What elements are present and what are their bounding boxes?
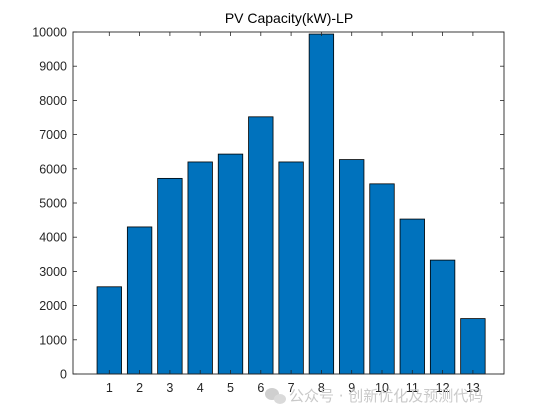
bar-3: [157, 177, 183, 375]
bar-9: [339, 159, 365, 375]
y-tick-label-3000: 3000: [39, 265, 67, 279]
bar-1: [96, 286, 122, 375]
bar-6: [248, 116, 274, 375]
x-tick-label-4: 4: [197, 381, 204, 395]
ticks-group: 0 1000 2000 3000 4000 5000 6000 7000 8000 9000 100…: [32, 26, 504, 395]
y-tick-label-2000: 2000: [39, 299, 67, 313]
x-tick-label-13: 13: [466, 381, 480, 395]
x-tick-label-8: 8: [318, 381, 325, 395]
bars-group: [96, 33, 486, 375]
bar-8: [308, 33, 335, 375]
watermark-text: 公众号 · 创新优化及预测代码: [289, 387, 483, 405]
y-tick-label-4000: 4000: [39, 231, 67, 245]
wechat-icon: [265, 388, 286, 404]
x-tick-label-11: 11: [406, 381, 419, 395]
y-tick-label-5000: 5000: [39, 197, 67, 211]
y-tick-label-6000: 6000: [39, 162, 67, 176]
x-tick-label-5: 5: [227, 381, 234, 395]
chart-title: PV Capacity(kW)-LP: [225, 10, 353, 26]
x-tick-label-7: 7: [288, 381, 295, 395]
watermark: 公众号 · 创新优化及预测代码: [265, 387, 483, 405]
x-tick-label-2: 2: [136, 381, 143, 395]
bar-7: [278, 161, 304, 375]
bar-12: [429, 259, 456, 375]
x-tick-label-10: 10: [375, 381, 389, 395]
y-tick-label-8000: 8000: [39, 94, 67, 108]
y-tick-label-1000: 1000: [39, 333, 67, 347]
bar-2: [126, 226, 153, 375]
bar-5: [217, 153, 244, 375]
bar-13: [460, 318, 486, 375]
x-tick-label-12: 12: [436, 381, 450, 395]
x-tick-label-9: 9: [348, 381, 355, 395]
bar-4: [187, 161, 213, 375]
y-tick-label-10000: 10000: [32, 26, 67, 40]
x-tick-label-3: 3: [166, 381, 173, 395]
y-tick-label-9000: 9000: [39, 60, 67, 74]
x-tick-label-1: 1: [106, 381, 113, 395]
bar-11: [399, 218, 425, 375]
bar-10: [369, 183, 395, 375]
y-tick-label-7000: 7000: [39, 128, 67, 142]
y-tick-label-0: 0: [60, 368, 67, 382]
x-tick-label-6: 6: [257, 381, 264, 395]
